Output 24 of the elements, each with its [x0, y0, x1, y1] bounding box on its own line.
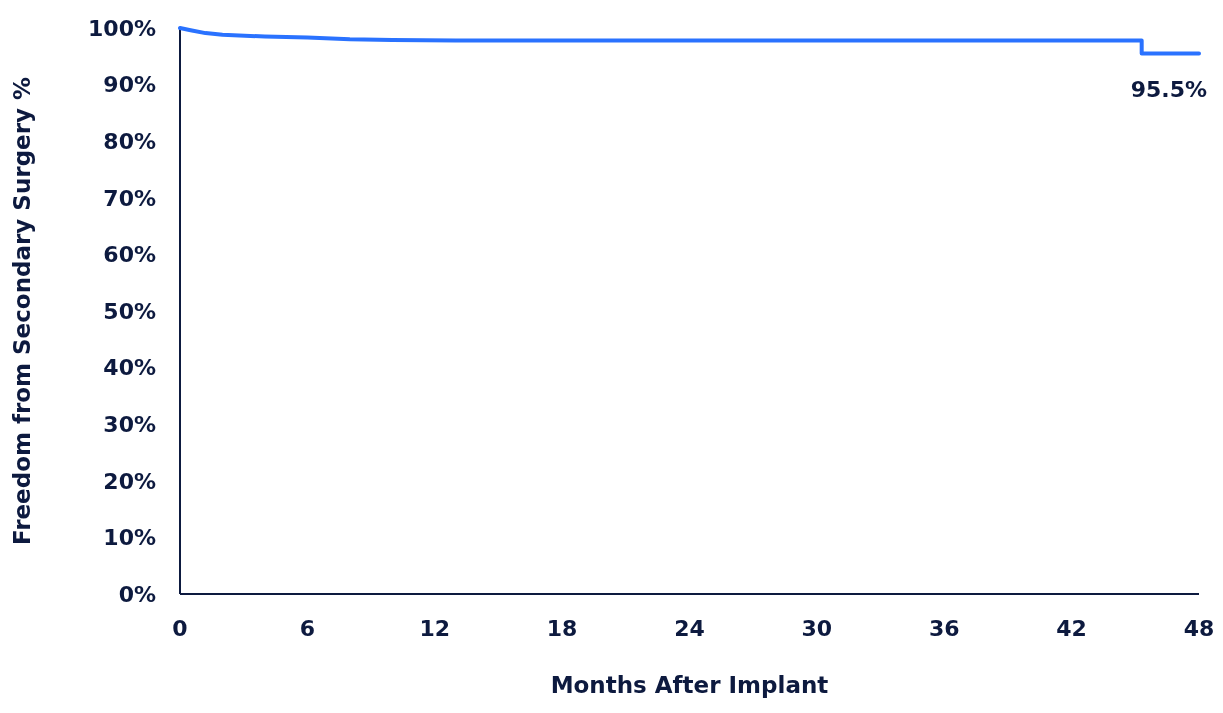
- x-tick-label: 6: [299, 616, 316, 641]
- y-tick-label: 60%: [103, 242, 156, 268]
- x-tick-label: 12: [419, 616, 451, 641]
- y-axis-title: Freedom from Secondary Surgery %: [9, 76, 35, 546]
- y-tick-label: 40%: [103, 355, 156, 381]
- x-axis-title: Months After Implant: [550, 672, 829, 698]
- y-tick-label: 20%: [103, 468, 156, 494]
- y-tick-label: 70%: [103, 185, 156, 211]
- line-series: [178, 26, 1201, 56]
- x-tick-label: 48: [1183, 616, 1215, 641]
- y-tick-label: 0%: [118, 581, 156, 607]
- x-tick-label: 18: [546, 616, 578, 641]
- y-tick-label: 50%: [103, 298, 156, 324]
- x-tick-label: 42: [1056, 616, 1087, 641]
- x-tick-label: 36: [928, 616, 960, 641]
- y-tick-label: 10%: [103, 525, 156, 551]
- y-tick-label: 90%: [103, 72, 156, 98]
- y-tick-label: 100%: [88, 15, 156, 41]
- x-tick-label: 24: [674, 616, 705, 641]
- y-tick-label: 80%: [103, 128, 156, 154]
- y-tick-label: 30%: [103, 411, 156, 437]
- x-tick-label: 0: [172, 616, 188, 641]
- annotation: 95.5%: [1130, 77, 1207, 103]
- x-tick-label: 30: [801, 616, 833, 641]
